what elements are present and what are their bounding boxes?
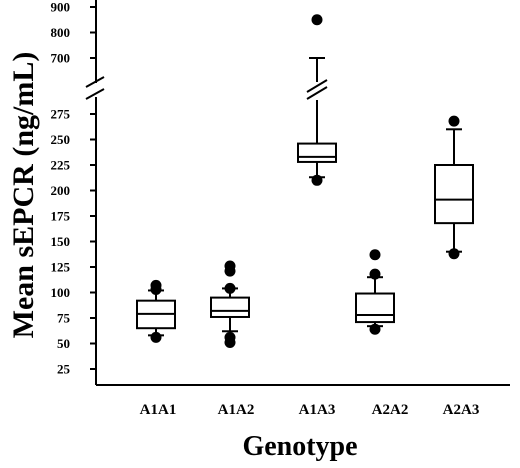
y-tick-label: 75: [57, 311, 71, 326]
iqr-box: [355, 292, 395, 324]
y-tick-label: 100: [51, 285, 71, 300]
outlier-point: [150, 279, 162, 291]
x-tick-label: A1A1: [140, 402, 177, 418]
box-a2a3: [434, 115, 474, 260]
outlier-point: [224, 282, 236, 294]
outlier-point: [448, 115, 460, 127]
box-a1a3: [297, 14, 337, 186]
x-tick-label: A1A3: [299, 402, 336, 418]
x-tick-label: A1A2: [218, 402, 255, 418]
outlier-point: [150, 331, 162, 343]
y-tick-label: 250: [51, 132, 71, 147]
outlier-point: [369, 268, 381, 280]
whisker-break-mark: [306, 79, 328, 93]
iqr-box: [434, 164, 474, 225]
box-a1a2: [210, 260, 250, 348]
x-tick-label: A2A2: [372, 402, 409, 418]
outlier-point: [224, 331, 236, 343]
outlier-point: [311, 14, 323, 26]
outlier-point: [369, 323, 381, 335]
y-tick-label: 900: [51, 0, 71, 15]
y-axis-ticks: 25 50 75 100 125 150 175 200 225 250 275 700 800 900: [51, 0, 96, 377]
y-tick-label: 150: [51, 234, 71, 249]
y-axis-title: Mean sEPCR (ng/mL): [7, 52, 40, 339]
y-tick-label: 225: [51, 158, 71, 173]
box-a1a1: [136, 279, 176, 343]
iqr-box: [297, 142, 337, 163]
y-tick-label: 800: [51, 25, 71, 40]
y-tick-label: 175: [51, 209, 71, 224]
x-axis-title: Genotype: [242, 431, 357, 462]
y-tick-label: 25: [57, 362, 71, 377]
outlier-point: [448, 248, 460, 260]
outlier-point: [369, 249, 381, 261]
box-a2a2: [355, 249, 395, 335]
x-tick-label: A2A3: [443, 402, 480, 418]
x-axis-tick-labels: A1A1 A1A2 A1A3 A2A2 A2A3: [140, 402, 480, 418]
y-tick-label: 125: [51, 260, 71, 275]
y-tick-label: 200: [51, 183, 71, 198]
y-tick-label: 50: [57, 336, 70, 351]
y-tick-label: 700: [51, 51, 71, 66]
y-tick-label: 275: [51, 107, 71, 122]
y-axis-break-marks: [85, 76, 105, 100]
box-series: [136, 14, 474, 348]
outlier-point: [311, 174, 323, 186]
whisker-break-mark: [306, 86, 328, 100]
iqr-box: [210, 296, 250, 318]
outlier-point: [224, 260, 236, 272]
